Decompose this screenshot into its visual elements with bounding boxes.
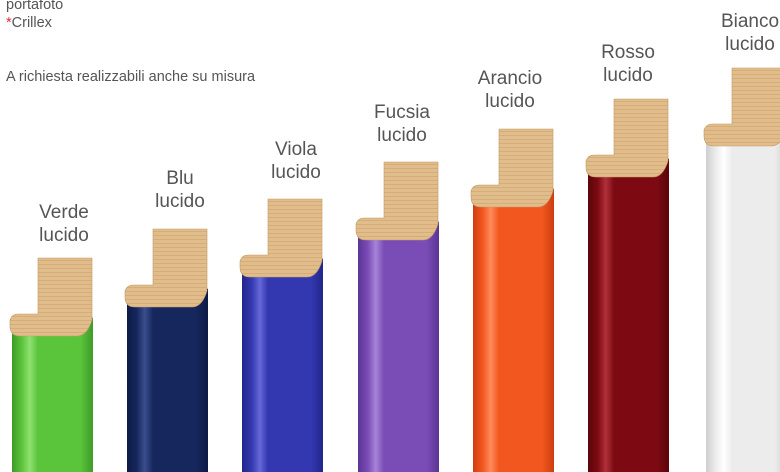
label-rosso-line1: Rosso (601, 42, 655, 63)
custom-size-note: A richiesta realizzabili anche su misura (6, 69, 256, 85)
label-verde-line1: Verde (39, 202, 89, 223)
frame-profile-verde (9, 257, 93, 472)
frame-profile-svg (470, 128, 554, 472)
frame-profile-svg (703, 67, 780, 472)
intro-line: portafoto (6, 0, 64, 13)
label-arancio: Arancio lucido (470, 67, 550, 113)
brand-name: Crillex (11, 15, 52, 31)
frame-profile-viola (239, 198, 323, 472)
label-viola-line2: lucido (271, 162, 321, 183)
frame-profile-svg (585, 98, 669, 472)
label-blu-line1: Blu (166, 168, 194, 189)
frame-profile-bianco (703, 67, 780, 472)
label-rosso: Rosso lucido (588, 41, 668, 87)
label-blu: Blu lucido (140, 167, 220, 213)
label-fucsia-line2: lucido (377, 125, 427, 146)
label-verde: Verde lucido (24, 201, 104, 247)
label-fucsia-line1: Fucsia (374, 102, 430, 123)
frame-profile-blu (124, 228, 208, 472)
intro-text: portafoto *Crillex (6, 0, 63, 32)
frame-color-strip (473, 186, 554, 472)
label-arancio-line1: Arancio (477, 68, 543, 89)
label-arancio-line2: lucido (485, 91, 535, 112)
frame-color-strip (358, 219, 439, 472)
wood-block (470, 128, 554, 208)
frame-color-strip (242, 256, 323, 472)
wood-block (9, 257, 93, 337)
frame-profile-rosso (585, 98, 669, 472)
frame-profile-fucsia (355, 161, 439, 472)
frame-profile-svg (239, 198, 323, 472)
frame-color-strip (127, 286, 208, 472)
wood-block (355, 161, 439, 241)
label-blu-line2: lucido (155, 191, 205, 212)
brand-line: *Crillex (6, 14, 63, 32)
label-bianco: Bianco lucido (710, 10, 780, 56)
label-bianco-line2: lucido (725, 34, 775, 55)
wood-block (239, 198, 323, 278)
frame-color-strip (12, 315, 93, 472)
label-fucsia: Fucsia lucido (362, 101, 442, 147)
frame-profile-svg (355, 161, 439, 472)
frame-color-strip (588, 156, 669, 472)
wood-block (585, 98, 669, 178)
asterisk-mark: * (6, 15, 12, 31)
frame-profile-arancio (470, 128, 554, 472)
wood-block (124, 228, 208, 308)
frame-profile-svg (124, 228, 208, 472)
wood-block (703, 67, 780, 147)
frame-profile-svg (9, 257, 93, 472)
label-rosso-line2: lucido (603, 65, 653, 86)
frame-color-strip (706, 125, 780, 472)
label-viola: Viola lucido (256, 138, 336, 184)
label-verde-line2: lucido (39, 225, 89, 246)
label-bianco-line1: Bianco (720, 11, 780, 32)
label-viola-line1: Viola (275, 139, 317, 160)
